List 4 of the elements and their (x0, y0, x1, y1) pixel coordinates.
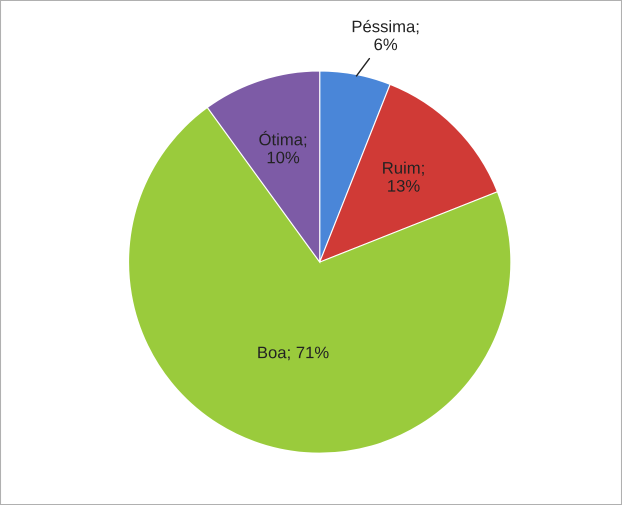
slice-label: Boa; 71% (258, 346, 329, 360)
slice-label: Péssima; 6% (352, 20, 418, 50)
slice-label: Ótima; 10% (259, 130, 306, 164)
slice-label: Ruim; 13% (383, 162, 424, 192)
